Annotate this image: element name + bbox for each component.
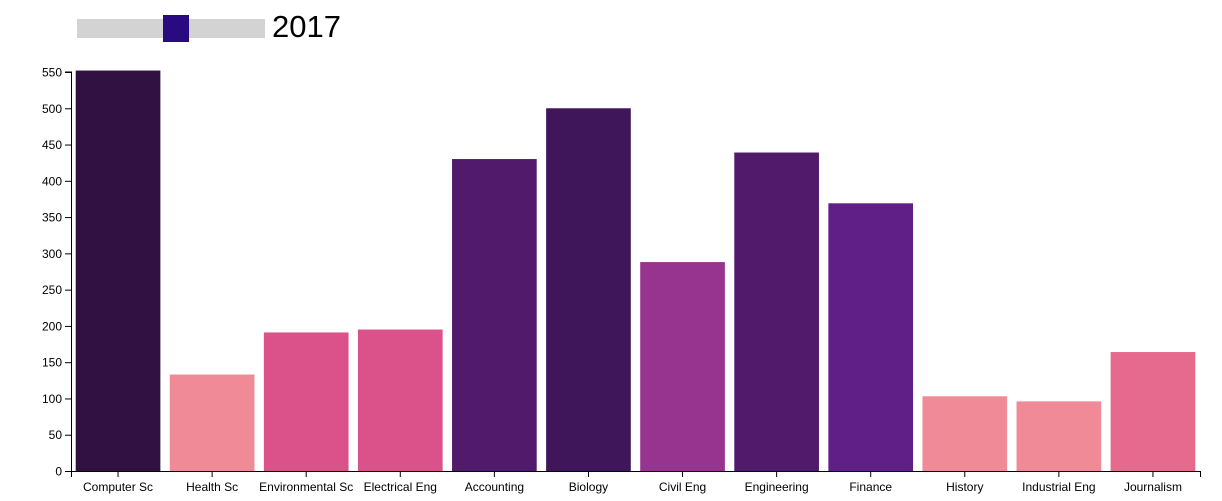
y-tick-label: 0 [55, 465, 62, 479]
x-tick-label: Industrial Eng [1022, 480, 1095, 494]
y-axis-line [65, 71, 72, 472]
x-tick-label: Engineering [745, 480, 809, 494]
bars-group [75, 70, 1196, 472]
x-axis: Computer Sc Health Sc Environmental Sc Elec… [71, 471, 1201, 494]
x-tick-label: Civil Eng [659, 480, 706, 494]
y-tick-label: 400 [42, 174, 62, 188]
y-tick-label: 50 [49, 428, 63, 442]
y-tick-label: 300 [42, 247, 62, 261]
y-tick-label: 250 [42, 283, 62, 297]
x-tick-label: Health Sc [186, 480, 238, 494]
y-tick-label: 200 [42, 319, 62, 333]
bar-computer-sc[interactable] [75, 70, 161, 472]
year-slider-track[interactable] [77, 15, 265, 42]
bar-health-sc[interactable] [169, 374, 255, 471]
x-tick-label: Computer Sc [83, 480, 153, 494]
bar-journalism[interactable] [1110, 352, 1196, 471]
y-axis: 0 50 100 150 200 250 300 350 400 450 500 550 [42, 66, 72, 479]
bar-industrial-eng[interactable] [1016, 401, 1102, 471]
x-tick-label: Electrical Eng [364, 480, 437, 494]
bar-engineering[interactable] [734, 152, 819, 471]
y-tick-label: 150 [42, 356, 62, 370]
bar-environmental-sc[interactable] [263, 332, 349, 471]
x-tick-label: Accounting [465, 480, 524, 494]
y-tick-label: 450 [42, 138, 62, 152]
bar-accounting[interactable] [452, 159, 537, 471]
bar-history[interactable] [922, 396, 1008, 471]
y-tick-label: 100 [42, 392, 62, 406]
y-tick-label: 500 [42, 102, 62, 116]
year-label: 2017 [272, 9, 341, 44]
y-tick-label: 350 [42, 211, 62, 225]
x-tick-label: Journalism [1124, 480, 1182, 494]
year-slider-handle[interactable] [162, 15, 189, 42]
x-tick-label: Finance [849, 480, 892, 494]
x-axis-line [71, 471, 1201, 477]
bar-finance[interactable] [828, 203, 914, 472]
bar-electrical-eng[interactable] [357, 329, 443, 471]
bar-civil-eng[interactable] [640, 262, 725, 471]
x-tick-label: Biology [569, 480, 608, 494]
bar-biology[interactable] [546, 108, 631, 471]
x-tick-label: History [946, 480, 983, 494]
x-tick-label: Environmental Sc [259, 480, 353, 494]
y-tick-label: 550 [42, 66, 62, 80]
